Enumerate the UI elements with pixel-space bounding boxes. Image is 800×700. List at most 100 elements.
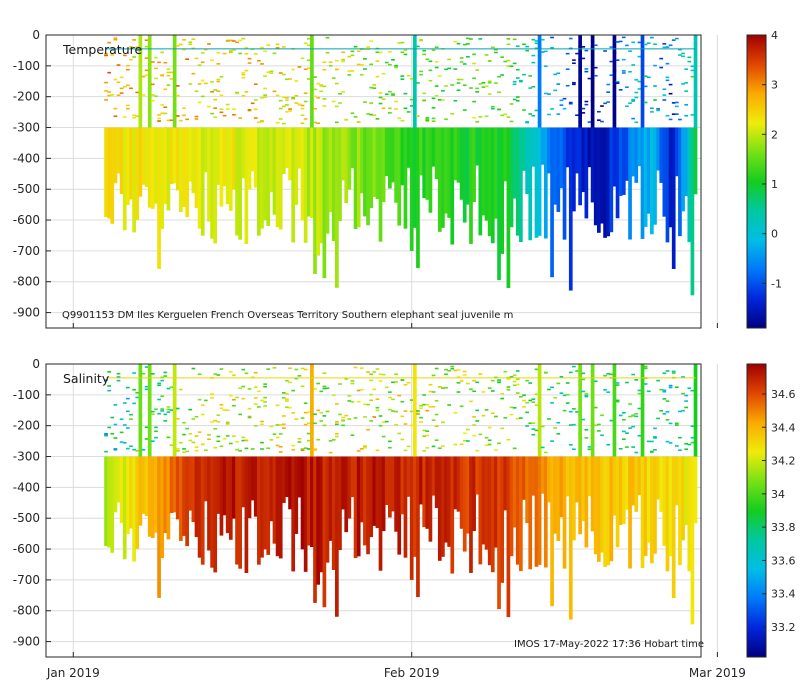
profile-deep-segment — [534, 456, 539, 567]
profile-shallow-sample — [422, 450, 427, 452]
profile-deep-segment — [459, 456, 464, 529]
profile-shallow-sample — [375, 51, 380, 54]
profile-shallow-sample — [129, 413, 133, 416]
profile-shallow-sample — [303, 411, 308, 414]
profile-shallow-sample — [646, 390, 651, 393]
profile-deep-segment — [216, 456, 221, 514]
temperature-yticks: 0-100-200-300-400-500-600-700-800-900 — [13, 28, 51, 320]
profile-shallow-sample — [269, 70, 274, 73]
profile-deep-segment — [403, 456, 408, 558]
profile-shallow-sample — [263, 405, 267, 407]
profile-deep-segment — [110, 456, 115, 553]
profile-deep-segment — [578, 456, 582, 535]
profile-deep-segment — [431, 456, 436, 496]
profile-streak — [590, 35, 595, 128]
profile-shallow-sample — [366, 113, 370, 115]
profile-shallow-sample — [297, 66, 302, 68]
profile-streak — [172, 364, 177, 457]
profile-shallow-sample — [210, 59, 214, 62]
profile-shallow-sample — [219, 111, 224, 114]
profile-shallow-sample — [419, 416, 423, 419]
profile-shallow-sample — [188, 41, 193, 44]
profile-deep-segment — [250, 127, 255, 172]
profile-shallow-sample — [363, 58, 367, 60]
profile-shallow-sample — [528, 422, 533, 425]
profile-shallow-sample — [425, 404, 430, 406]
profile-deep-segment — [668, 456, 673, 557]
profile-shallow-sample — [494, 51, 498, 54]
profile-shallow-sample — [369, 379, 374, 382]
profile-deep-segment — [384, 127, 389, 176]
profile-shallow-sample — [241, 73, 246, 76]
profile-shallow-sample — [154, 436, 158, 439]
profile-shallow-sample — [213, 428, 218, 430]
profile-shallow-sample — [175, 115, 180, 117]
profile-shallow-sample — [631, 100, 636, 102]
profile-shallow-sample — [132, 56, 136, 58]
profile-shallow-sample — [422, 49, 427, 52]
profile-shallow-sample — [674, 37, 679, 40]
profile-shallow-sample — [631, 425, 636, 428]
profile-shallow-sample — [406, 445, 411, 448]
profile-shallow-sample — [525, 121, 529, 123]
profile-shallow-sample — [384, 93, 389, 96]
profile-shallow-sample — [291, 448, 296, 451]
profile-shallow-sample — [509, 120, 514, 123]
profile-shallow-sample — [338, 383, 342, 385]
profile-shallow-sample — [104, 433, 108, 436]
profile-shallow-sample — [228, 51, 233, 54]
profile-shallow-sample — [506, 386, 511, 388]
profile-shallow-sample — [509, 65, 514, 67]
profile-shallow-sample — [341, 58, 345, 61]
profile-shallow-sample — [126, 410, 130, 413]
profile-shallow-sample — [568, 444, 573, 446]
profile-deep-segment — [531, 456, 536, 496]
profile-streak — [310, 364, 314, 457]
profile-shallow-sample — [506, 116, 511, 118]
profile-shallow-sample — [540, 51, 545, 53]
profile-shallow-sample — [207, 105, 211, 108]
profile-shallow-sample — [665, 79, 670, 82]
salinity-colorbar — [746, 363, 767, 658]
profile-deep-segment — [381, 127, 386, 203]
profile-shallow-sample — [519, 79, 523, 82]
y-tick-label: -800 — [13, 275, 40, 289]
profile-shallow-sample — [628, 50, 632, 52]
profile-deep-segment — [116, 127, 121, 174]
profile-shallow-sample — [603, 389, 607, 391]
profile-deep-segment — [596, 456, 601, 562]
y-tick-label: -900 — [13, 306, 40, 320]
profile-shallow-sample — [194, 115, 199, 118]
profile-streak — [537, 364, 542, 457]
profile-shallow-sample — [179, 43, 183, 46]
profile-shallow-sample — [372, 371, 377, 373]
profile-shallow-sample — [191, 367, 196, 370]
profile-streak — [578, 35, 582, 128]
profile-shallow-sample — [104, 53, 108, 55]
profile-shallow-sample — [350, 70, 355, 72]
profile-shallow-sample — [581, 372, 586, 375]
profile-deep-segment — [650, 127, 654, 235]
profile-shallow-sample — [631, 446, 636, 448]
profile-shallow-sample — [322, 424, 327, 427]
colorbar-tick-label: -1 — [771, 277, 782, 290]
profile-shallow-sample — [366, 428, 370, 431]
profile-deep-segment — [375, 127, 380, 200]
profile-deep-segment — [553, 456, 558, 534]
profile-shallow-sample — [247, 109, 252, 112]
profile-shallow-sample — [572, 62, 576, 65]
profile-shallow-sample — [179, 388, 183, 391]
profile-shallow-sample — [225, 435, 230, 437]
profile-deep-segment — [300, 127, 305, 221]
profile-shallow-sample — [322, 387, 327, 390]
profile-shallow-sample — [169, 119, 174, 122]
profile-shallow-sample — [188, 43, 193, 46]
profile-deep-segment — [141, 456, 146, 514]
profile-shallow-sample — [378, 51, 383, 54]
profile-shallow-sample — [113, 437, 118, 439]
profile-shallow-sample — [160, 74, 165, 76]
profile-shallow-sample — [216, 435, 221, 438]
profile-shallow-sample — [197, 83, 202, 85]
profile-shallow-sample — [531, 433, 536, 436]
profile-shallow-sample — [512, 80, 517, 83]
